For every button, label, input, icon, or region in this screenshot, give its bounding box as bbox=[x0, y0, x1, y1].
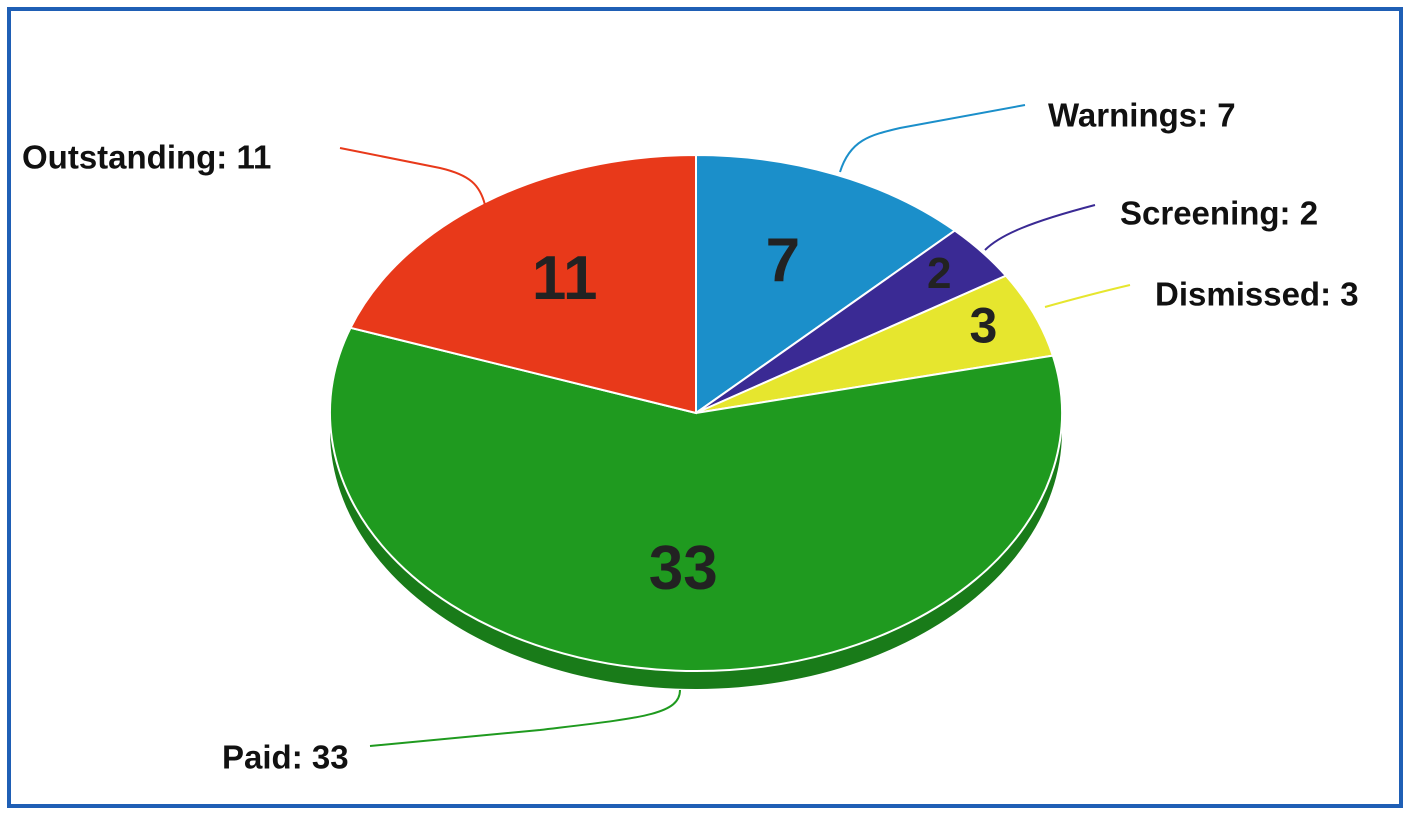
slice-label: Dismissed: 3 bbox=[1155, 276, 1359, 313]
value-label: 11 bbox=[532, 244, 598, 313]
leader-line bbox=[1044, 284, 1131, 308]
slice-label: Screening: 2 bbox=[1120, 195, 1318, 232]
value-label: 7 bbox=[766, 227, 800, 296]
leader-line bbox=[369, 689, 681, 747]
slice-label: Outstanding: 11 bbox=[22, 139, 271, 176]
leader-line bbox=[839, 104, 1026, 173]
slice-label: Paid: 33 bbox=[222, 739, 349, 776]
leader-line bbox=[339, 147, 486, 206]
value-label: 33 bbox=[649, 534, 718, 603]
slice-label: Warnings: 7 bbox=[1048, 97, 1236, 134]
pie-top bbox=[329, 153, 1063, 672]
pie-slice bbox=[329, 326, 1063, 672]
leader-line bbox=[984, 204, 1096, 251]
value-label: 3 bbox=[970, 297, 998, 353]
value-label: 2 bbox=[927, 249, 951, 298]
labels: 7 Warnings: 7 2 Screening: 2 3 Dismissed: 3 33… bbox=[22, 97, 1359, 776]
pie-slice bbox=[695, 153, 957, 415]
